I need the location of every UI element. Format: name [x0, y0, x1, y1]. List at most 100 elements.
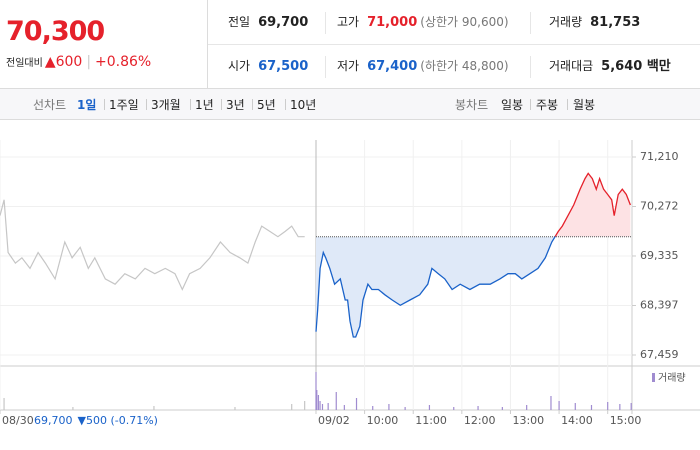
y-tick-label: 71,210	[640, 150, 679, 163]
info-value: 67,400	[367, 59, 418, 74]
prev-change: ▼500 (-0.71%)	[78, 414, 158, 427]
volume-bar	[574, 403, 576, 410]
volume-bar	[3, 398, 5, 410]
volume-bar	[315, 372, 317, 410]
volume-bar	[316, 390, 318, 410]
info-value: 69,700	[258, 15, 309, 30]
volume-bar	[321, 404, 324, 410]
y-tick-label: 70,272	[640, 200, 679, 213]
x-tick-label: 08/30	[2, 414, 34, 427]
tab-separator	[252, 99, 253, 110]
info-cell: 고가 71,000 (상한가 90,600)	[337, 12, 509, 32]
volume-bar	[304, 401, 306, 410]
x-tick-label: 14:00	[561, 414, 593, 427]
info-label: 거래대금	[549, 59, 594, 73]
tab[interactable]: 5년	[257, 98, 276, 112]
volume-bar	[619, 404, 621, 410]
volume-bar	[153, 406, 155, 410]
tab[interactable]: 3개월	[151, 98, 181, 112]
tab-separator	[190, 99, 191, 110]
x-tick-label: 13:00	[512, 414, 544, 427]
info-cell: 저가 67,400 (하한가 48,800)	[337, 56, 509, 76]
volume-bar	[372, 406, 374, 410]
volume-bar	[590, 405, 593, 410]
info-label: 전일	[228, 15, 251, 29]
info-note: (상한가 90,600)	[420, 15, 509, 29]
legend-swatch	[652, 373, 655, 382]
info-cell: 시가 67,500	[228, 56, 308, 76]
volume-bar	[501, 407, 503, 410]
prev-price: 69,700	[34, 414, 73, 427]
tab[interactable]: 일봉	[501, 98, 524, 112]
tab-group-label: 봉차트	[455, 98, 489, 112]
divider	[530, 56, 531, 78]
volume-bar	[630, 403, 632, 410]
y-tick-label: 68,397	[640, 298, 679, 311]
separator: |	[86, 54, 92, 70]
volume-bar	[477, 406, 479, 410]
quote-panel: 70,300 전일대비 ▲600 | +0.86% 전일 69,700 고가 71,000(…	[0, 0, 700, 89]
legend-label: 거래량	[658, 372, 686, 384]
x-tick-label: 10:00	[367, 414, 399, 427]
tab[interactable]: 1주일	[109, 98, 139, 112]
volume-bar	[343, 405, 345, 410]
info-value: 71,000	[367, 15, 418, 30]
price: 70,300	[6, 16, 105, 47]
info-value: 67,500	[258, 59, 309, 74]
volume-bar	[234, 407, 236, 410]
x-tick-label: 11:00	[415, 414, 447, 427]
change: 전일대비 ▲600 | +0.86%	[6, 54, 151, 70]
tab[interactable]: 10년	[290, 98, 317, 112]
volume-bar	[453, 407, 455, 410]
info-cell: 거래량 81,753	[549, 12, 640, 32]
tab-separator	[104, 99, 105, 110]
tab[interactable]: 월봉	[573, 98, 596, 112]
volume-bar	[558, 401, 560, 410]
y-tick-label: 67,459	[640, 348, 679, 361]
change-label: 전일대비	[6, 58, 43, 69]
volume-bar	[355, 398, 358, 410]
tab-separator	[530, 99, 531, 110]
volume-bar	[317, 395, 320, 410]
change-rate: +0.86%	[95, 54, 152, 70]
info-cell: 전일 69,700	[228, 12, 308, 32]
tab[interactable]: 주봉	[536, 98, 559, 112]
volume-bar	[327, 403, 329, 410]
price-box: 70,300 전일대비 ▲600 | +0.86%	[0, 0, 208, 88]
tab-separator	[221, 99, 222, 110]
divider	[325, 56, 326, 78]
info-note: (하한가 48,800)	[420, 59, 509, 73]
volume-bar	[526, 405, 528, 410]
info-cell: 거래대금 5,640 백만	[549, 56, 671, 76]
volume-bar	[388, 404, 390, 410]
prev-summary: 69,700 ▼500 (-0.71%)	[34, 414, 158, 427]
x-tick-label: 09/02	[318, 414, 350, 427]
info-value: 5,640 백만	[601, 59, 671, 74]
volume-bar	[550, 396, 552, 410]
info-label: 시가	[228, 59, 251, 73]
info-value: 81,753	[590, 15, 641, 30]
x-tick-label: 12:00	[464, 414, 496, 427]
tab[interactable]: 1일	[77, 98, 97, 112]
info-label: 고가	[337, 15, 360, 29]
divider	[530, 12, 531, 34]
volume-bar	[319, 401, 321, 410]
tab-group-label: 선차트	[33, 98, 67, 112]
volume-bar	[72, 407, 74, 410]
tab[interactable]: 3년	[226, 98, 245, 112]
tab[interactable]: 1년	[195, 98, 214, 112]
divider	[325, 12, 326, 34]
volume-bar	[607, 402, 609, 410]
y-tick-label: 69,335	[640, 249, 679, 262]
volume-bar	[404, 407, 406, 410]
volume-bar	[291, 404, 293, 410]
price-line	[315, 172, 632, 338]
area	[316, 173, 631, 337]
info-label: 저가	[337, 59, 360, 73]
tab-separator	[285, 99, 286, 110]
x-tick-label: 15:00	[610, 414, 642, 427]
change-value: ▲600	[44, 54, 83, 70]
tab-separator	[146, 99, 147, 110]
price-line	[0, 199, 305, 291]
